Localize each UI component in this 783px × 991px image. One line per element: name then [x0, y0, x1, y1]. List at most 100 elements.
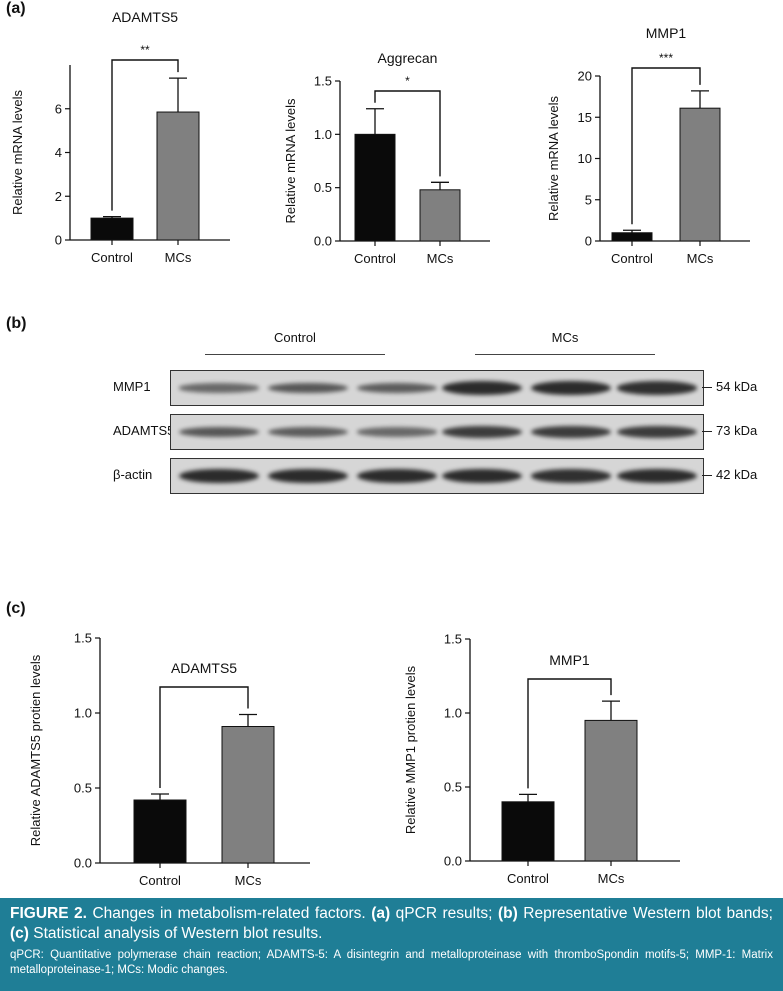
wb-band	[617, 425, 697, 439]
x-tick-label: MCs	[235, 873, 262, 888]
caption-a: (a)	[371, 905, 391, 922]
figure-caption: FIGURE 2. Changes in metabolism-related …	[0, 898, 783, 991]
x-tick-label: MCs	[687, 251, 714, 266]
chart-aggrecan-mrna: 0.0 0.5 1.0 1.5 Relative mRNA levels Control M…	[283, 50, 490, 266]
bar-control	[611, 232, 653, 242]
significance-bracket	[374, 90, 441, 177]
y-tick-label: 2	[55, 189, 62, 204]
wb-band	[617, 469, 697, 483]
chart-title: MMP1	[646, 25, 687, 41]
y-tick-label: 1.0	[444, 706, 462, 721]
wb-kda-label: 54 kDa	[716, 379, 758, 394]
y-tick-label: 6	[55, 101, 62, 116]
wb-group-mcs-line	[475, 354, 655, 355]
wb-band	[268, 427, 348, 437]
y-tick-label: 0	[585, 234, 592, 249]
bar-control	[90, 217, 134, 241]
y-tick-label: 15	[578, 110, 592, 125]
y-tick-label: 1.5	[444, 632, 462, 647]
y-axis-label: Relative mRNA levels	[283, 98, 298, 223]
wb-row-label: MMP1	[113, 379, 151, 394]
wb-band	[179, 426, 259, 438]
wb-row--actin	[170, 458, 704, 494]
wb-row-mmp1	[170, 370, 704, 406]
y-tick-label: 1.5	[74, 631, 92, 646]
wb-kda-tick	[702, 431, 712, 432]
x-tick-label: MCs	[165, 250, 192, 265]
y-tick-label: 4	[55, 145, 62, 160]
significance-label: *	[405, 74, 410, 88]
x-tick-label: Control	[139, 873, 181, 888]
panel-label-a: (a)	[6, 0, 26, 17]
wb-row-label: β-actin	[113, 467, 153, 482]
wb-band	[442, 381, 522, 395]
y-tick-label: 0.0	[444, 854, 462, 869]
significance-bracket	[527, 678, 612, 789]
wb-kda-label: 42 kDa	[716, 467, 758, 482]
wb-band	[442, 425, 522, 439]
caption-text4: Statistical analysis of Western blot res…	[28, 925, 323, 942]
y-axis-label: Relative MMP1 protien levels	[403, 665, 418, 834]
wb-band	[268, 469, 348, 483]
significance-bracket	[631, 67, 701, 225]
chart-title: ADAMTS5	[171, 660, 237, 676]
chart-title: Aggrecan	[378, 50, 438, 66]
wb-group-mcs: MCs	[551, 330, 579, 345]
wb-band	[617, 381, 697, 395]
y-tick-label: 10	[578, 151, 592, 166]
chart-adamts5-mrna: 0 2 4 6 Relative mRNA levels Control MCs ** ADAM…	[10, 9, 230, 265]
wb-band	[442, 469, 522, 483]
bar-mcs	[221, 726, 275, 864]
chart-adamts5-protein: 0.0 0.5 1.0 1.5 Relative ADAMTS5 protien lev…	[28, 631, 310, 888]
caption-b: (b)	[497, 905, 518, 922]
wb-band	[531, 381, 611, 395]
chart-title: ADAMTS5	[112, 9, 178, 25]
y-tick-label: 0	[55, 233, 62, 248]
significance-label: **	[140, 43, 150, 57]
western-blot: Control MCs MMP1 54 kDa ADAMTS5 73 kDa β-act…	[0, 310, 783, 510]
bar-control	[501, 801, 555, 862]
y-tick-label: 0.5	[74, 781, 92, 796]
caption-text1: Changes in metabolism-related factors.	[86, 905, 372, 922]
bar-control	[133, 799, 187, 864]
y-tick-label: 1.0	[314, 127, 332, 142]
y-tick-label: 0.5	[444, 780, 462, 795]
significance-bracket	[159, 686, 249, 788]
y-tick-label: 0.0	[74, 856, 92, 871]
wb-group-control: Control	[274, 330, 316, 345]
wb-band	[179, 469, 259, 483]
x-tick-label: Control	[91, 250, 133, 265]
y-axis-label: Relative ADAMTS5 protien levels	[28, 654, 43, 846]
y-tick-label: 1.0	[74, 706, 92, 721]
wb-band	[531, 469, 611, 483]
wb-band	[179, 383, 259, 393]
chart-title: MMP1	[549, 652, 590, 668]
wb-band	[531, 425, 611, 439]
panel-label-c: (c)	[6, 600, 26, 617]
y-axis-label: Relative mRNA levels	[10, 90, 25, 215]
bar-control	[354, 133, 396, 242]
y-tick-label: 5	[585, 192, 592, 207]
bar-mcs	[419, 189, 461, 242]
caption-figure-label: FIGURE 2.	[10, 905, 87, 922]
bar-mcs	[156, 111, 200, 241]
wb-band	[268, 382, 348, 394]
x-tick-label: MCs	[427, 251, 454, 266]
y-tick-label: 0.5	[314, 180, 332, 195]
significance-label: ***	[659, 51, 673, 65]
wb-kda-tick	[702, 475, 712, 476]
y-tick-label: 1.5	[314, 74, 332, 89]
caption-text2: qPCR results;	[390, 905, 498, 922]
wb-row-adamts5	[170, 414, 704, 450]
wb-kda-tick	[702, 387, 712, 388]
x-tick-label: Control	[611, 251, 653, 266]
significance-bracket	[111, 59, 179, 211]
caption-abbreviations: qPCR: Quantitative polymerase chain reac…	[10, 949, 773, 976]
y-tick-label: 0.0	[314, 234, 332, 249]
wb-band	[357, 383, 437, 393]
y-tick-label: 20	[578, 69, 592, 84]
bar-mcs	[679, 107, 721, 242]
caption-c: (c)	[10, 925, 29, 942]
wb-group-control-line	[205, 354, 385, 355]
wb-band	[357, 427, 437, 437]
